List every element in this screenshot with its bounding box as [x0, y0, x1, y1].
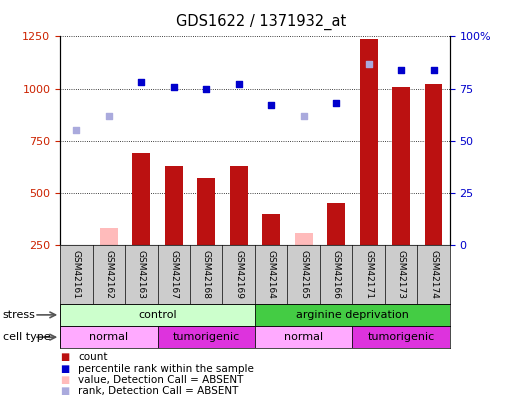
Bar [353, 326, 450, 348]
Text: ■: ■ [60, 375, 70, 385]
Text: ■: ■ [60, 352, 70, 362]
Text: GSM42164: GSM42164 [267, 250, 276, 298]
Text: GSM42171: GSM42171 [364, 250, 373, 299]
Bar [425, 84, 442, 245]
Text: GSM42166: GSM42166 [332, 250, 340, 299]
Text: GSM42168: GSM42168 [202, 250, 211, 299]
Text: GSM42162: GSM42162 [105, 250, 113, 298]
Text: control: control [138, 310, 177, 320]
Point [429, 66, 438, 73]
Text: ■: ■ [60, 386, 70, 396]
Bar [60, 326, 157, 348]
Bar [327, 203, 345, 245]
Text: GSM42174: GSM42174 [429, 250, 438, 298]
Text: GDS1622 / 1371932_at: GDS1622 / 1371932_at [176, 14, 347, 30]
Text: normal: normal [284, 332, 323, 342]
Text: arginine deprivation: arginine deprivation [296, 310, 409, 320]
Text: GSM42165: GSM42165 [299, 250, 308, 299]
Point [169, 83, 178, 90]
Bar [230, 166, 248, 245]
Bar [360, 38, 378, 245]
Point [397, 66, 405, 73]
Text: GSM42167: GSM42167 [169, 250, 178, 299]
Bar [255, 304, 450, 326]
Point [300, 113, 308, 119]
Text: value, Detection Call = ABSENT: value, Detection Call = ABSENT [78, 375, 244, 385]
Text: GSM42163: GSM42163 [137, 250, 146, 299]
Point [137, 79, 145, 85]
Text: rank, Detection Call = ABSENT: rank, Detection Call = ABSENT [78, 386, 239, 396]
Bar [157, 326, 255, 348]
Text: tumorigenic: tumorigenic [368, 332, 435, 342]
Point [234, 81, 243, 87]
Bar [165, 166, 183, 245]
Text: ■: ■ [60, 364, 70, 373]
Bar [392, 87, 410, 245]
Bar [132, 153, 150, 245]
Bar [60, 304, 255, 326]
Point [72, 127, 81, 134]
Text: GSM42169: GSM42169 [234, 250, 243, 299]
Bar [100, 228, 118, 245]
Point [202, 85, 210, 92]
Bar [295, 232, 313, 245]
Text: GSM42161: GSM42161 [72, 250, 81, 299]
Bar [262, 214, 280, 245]
Text: count: count [78, 352, 108, 362]
Bar [197, 178, 215, 245]
Point [267, 102, 276, 109]
Text: normal: normal [89, 332, 129, 342]
Text: cell type: cell type [3, 333, 50, 342]
Point [365, 60, 373, 67]
Text: stress: stress [3, 310, 36, 320]
Text: GSM42173: GSM42173 [396, 250, 405, 299]
Point [332, 100, 340, 107]
Text: tumorigenic: tumorigenic [173, 332, 240, 342]
Text: percentile rank within the sample: percentile rank within the sample [78, 364, 254, 373]
Point [105, 113, 113, 119]
Bar [255, 326, 353, 348]
